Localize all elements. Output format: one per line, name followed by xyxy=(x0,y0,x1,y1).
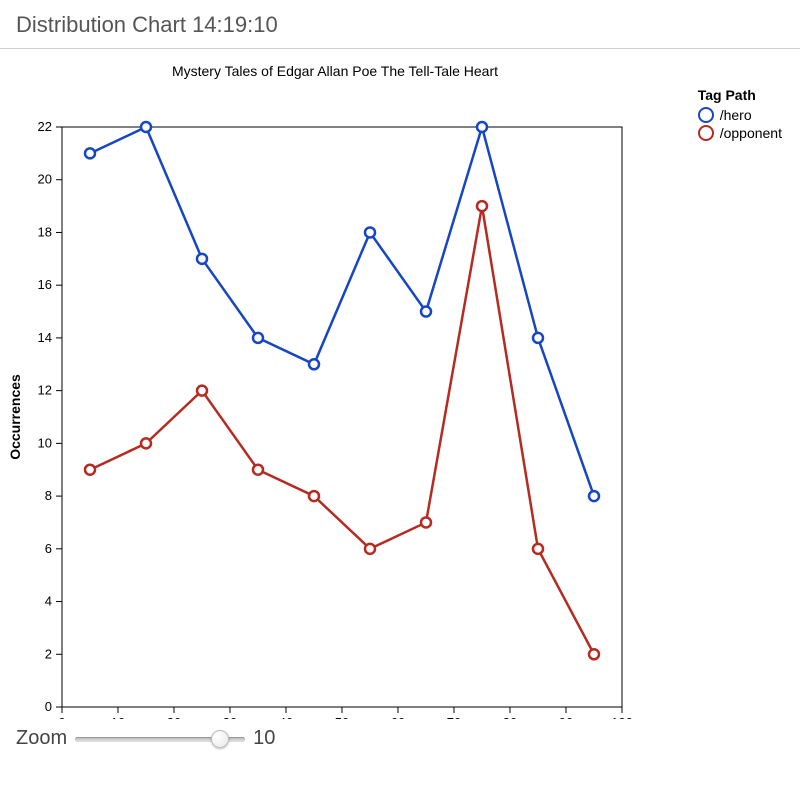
x-tick-label: 0 xyxy=(58,715,65,719)
legend-title: Tag Path xyxy=(698,87,782,103)
data-point xyxy=(477,201,487,211)
y-tick-label: 6 xyxy=(45,541,52,556)
data-point xyxy=(197,254,207,264)
zoom-value: 10 xyxy=(253,727,275,750)
data-point xyxy=(309,359,319,369)
slider-thumb[interactable] xyxy=(211,730,229,748)
series-line xyxy=(90,127,594,496)
x-tick-label: 10 xyxy=(111,715,125,719)
x-tick-label: 80 xyxy=(503,715,517,719)
x-tick-label: 30 xyxy=(223,715,237,719)
data-point xyxy=(533,333,543,343)
y-tick-label: 16 xyxy=(38,277,52,292)
chart-title: Mystery Tales of Edgar Allan Poe The Tel… xyxy=(0,49,800,79)
y-tick-label: 2 xyxy=(45,646,52,661)
data-point xyxy=(365,227,375,237)
data-point xyxy=(589,491,599,501)
legend-label: /hero xyxy=(720,107,752,123)
x-tick-label: 50 xyxy=(335,715,349,719)
plot-frame xyxy=(62,127,622,707)
legend: Tag Path /hero/opponent xyxy=(698,87,782,143)
legend-swatch xyxy=(698,107,714,123)
y-tick-label: 14 xyxy=(38,330,52,345)
data-point xyxy=(533,544,543,554)
x-tick-label: 60 xyxy=(391,715,405,719)
y-tick-label: 8 xyxy=(45,488,52,503)
data-point xyxy=(477,122,487,132)
y-tick-label: 12 xyxy=(38,383,52,398)
data-point xyxy=(421,517,431,527)
page-title: Distribution Chart 14:19:10 xyxy=(0,0,800,49)
data-point xyxy=(141,122,151,132)
zoom-slider[interactable] xyxy=(75,730,245,748)
series-line xyxy=(90,206,594,654)
data-point xyxy=(141,438,151,448)
legend-item[interactable]: /opponent xyxy=(698,125,782,141)
x-tick-label: 90 xyxy=(559,715,573,719)
y-tick-label: 20 xyxy=(38,172,52,187)
data-point xyxy=(253,465,263,475)
x-tick-label: 70 xyxy=(447,715,461,719)
data-point xyxy=(421,307,431,317)
data-point xyxy=(253,333,263,343)
data-point xyxy=(85,148,95,158)
data-point xyxy=(309,491,319,501)
y-tick-label: 22 xyxy=(38,119,52,134)
data-point xyxy=(197,386,207,396)
y-axis-label: Occurrences xyxy=(7,374,23,460)
zoom-label: Zoom xyxy=(16,727,67,750)
y-tick-label: 18 xyxy=(38,224,52,239)
x-tick-label: 100 xyxy=(611,715,633,719)
x-tick-label: 20 xyxy=(167,715,181,719)
chart-container: Mystery Tales of Edgar Allan Poe The Tel… xyxy=(0,49,800,721)
legend-item[interactable]: /hero xyxy=(698,107,782,123)
x-tick-label: 40 xyxy=(279,715,293,719)
y-tick-label: 0 xyxy=(45,699,52,714)
legend-swatch xyxy=(698,125,714,141)
y-tick-label: 4 xyxy=(45,594,52,609)
line-chart: 0 10 20 30 40 50 60 70 80 90 100 0 2 4 6 8 10 12 14 16 18 20 2… xyxy=(0,79,800,719)
data-point xyxy=(85,465,95,475)
data-point xyxy=(589,649,599,659)
zoom-control: Zoom 10 xyxy=(0,721,800,756)
legend-label: /opponent xyxy=(720,125,782,141)
y-tick-label: 10 xyxy=(38,435,52,450)
data-point xyxy=(365,544,375,554)
